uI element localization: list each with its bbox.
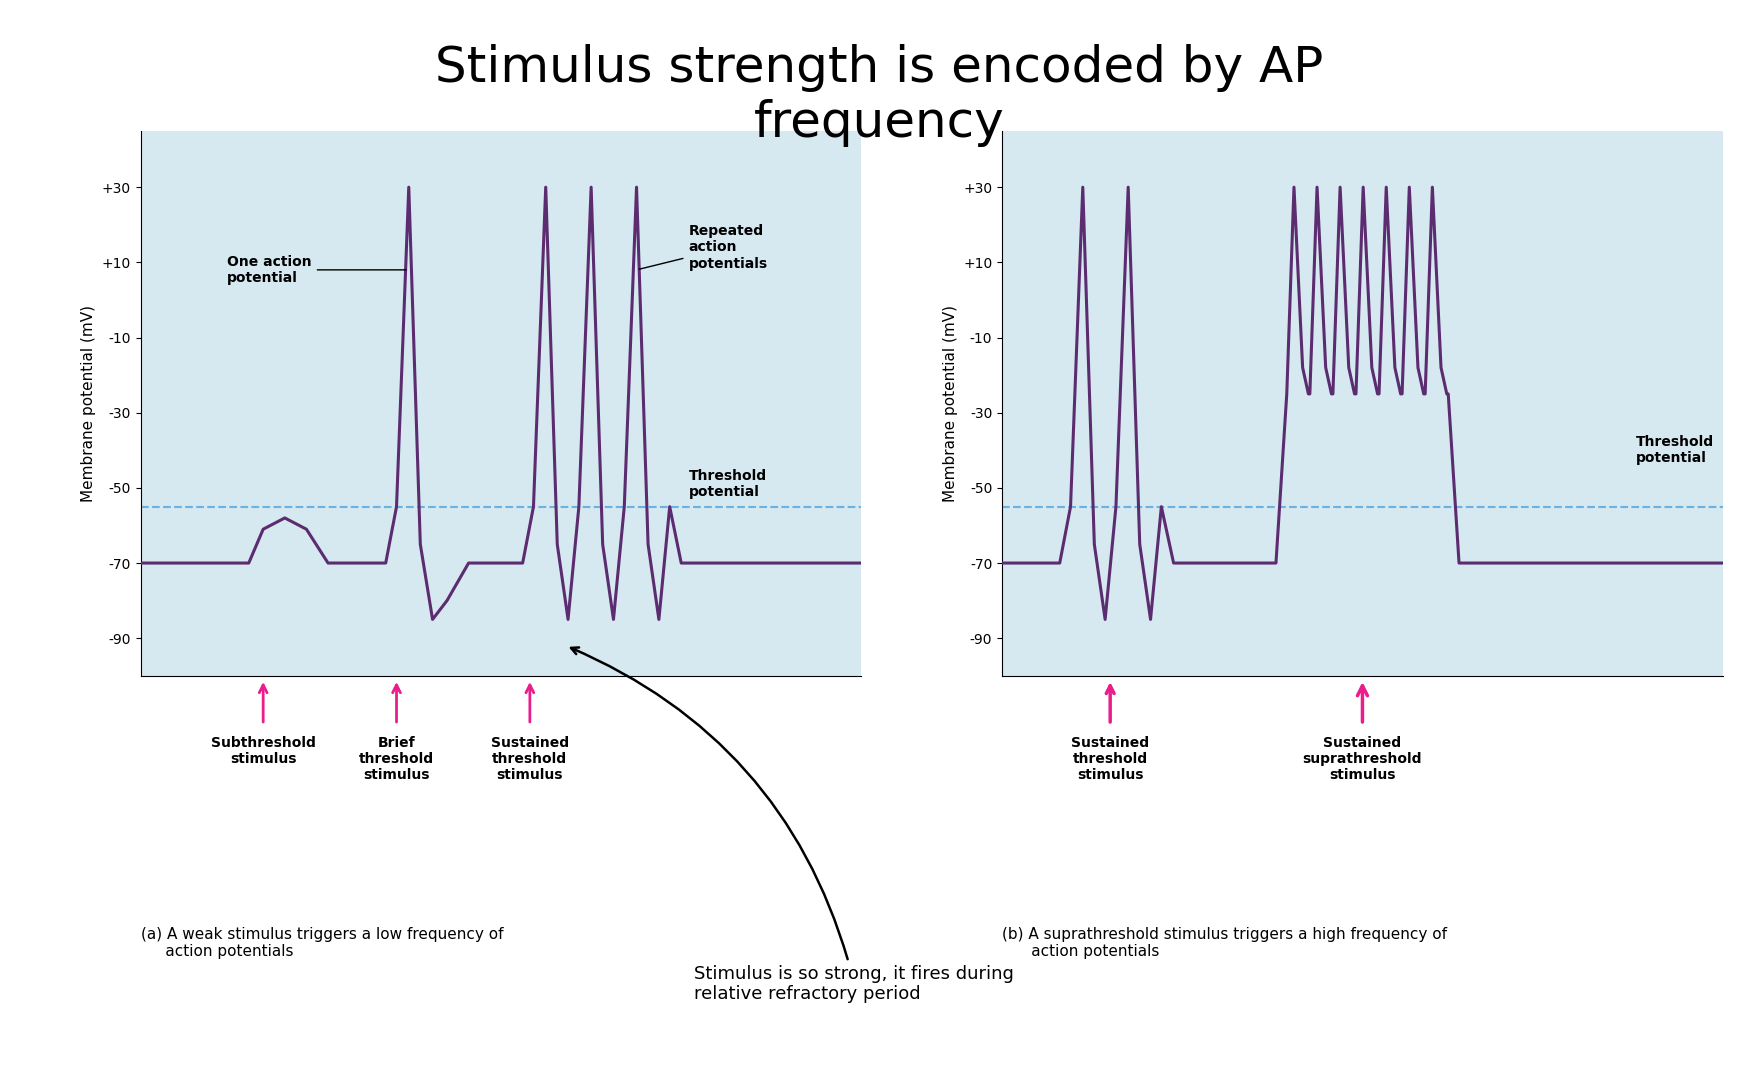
Text: Sustained
suprathreshold
stimulus: Sustained suprathreshold stimulus [1302, 736, 1421, 783]
Text: Threshold
potential: Threshold potential [689, 469, 766, 499]
Text: Stimulus is so strong, it fires during
relative refractory period: Stimulus is so strong, it fires during r… [571, 647, 1014, 1004]
Text: One action
potential: One action potential [227, 255, 406, 284]
Text: Brief
threshold
stimulus: Brief threshold stimulus [358, 736, 434, 783]
Text: Repeated
action
potentials: Repeated action potentials [640, 225, 768, 270]
Text: (a) A weak stimulus triggers a low frequency of
     action potentials: (a) A weak stimulus triggers a low frequ… [141, 926, 503, 959]
Text: Threshold
potential: Threshold potential [1636, 435, 1713, 465]
Text: Subthreshold
stimulus: Subthreshold stimulus [211, 736, 316, 766]
Text: Sustained
threshold
stimulus: Sustained threshold stimulus [490, 736, 569, 783]
Text: (b) A suprathreshold stimulus triggers a high frequency of
      action potentia: (b) A suprathreshold stimulus triggers a… [1001, 926, 1446, 959]
Y-axis label: Membrane potential (mV): Membrane potential (mV) [81, 305, 97, 501]
Y-axis label: Membrane potential (mV): Membrane potential (mV) [942, 305, 958, 501]
Text: Stimulus strength is encoded by AP
frequency: Stimulus strength is encoded by AP frequ… [434, 44, 1323, 147]
Text: Sustained
threshold
stimulus: Sustained threshold stimulus [1070, 736, 1149, 783]
